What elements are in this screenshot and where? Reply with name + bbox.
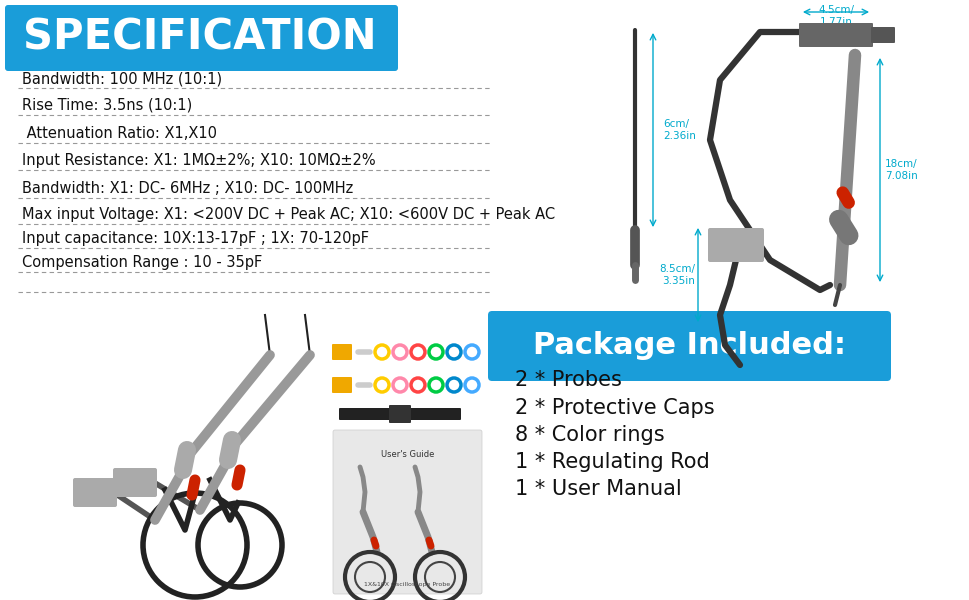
Text: 6cm/
2.36in: 6cm/ 2.36in: [663, 119, 695, 141]
Text: Package Included:: Package Included:: [532, 331, 845, 361]
Text: 8 * Color rings: 8 * Color rings: [515, 425, 664, 445]
Text: Input Resistance: X1: 1MΩ±2%; X10: 10MΩ±2%: Input Resistance: X1: 1MΩ±2%; X10: 10MΩ±…: [22, 153, 375, 168]
FancyBboxPatch shape: [389, 405, 411, 423]
FancyBboxPatch shape: [73, 478, 117, 507]
Text: Bandwidth: X1: DC- 6MHz ; X10: DC- 100MHz: Bandwidth: X1: DC- 6MHz ; X10: DC- 100MH…: [22, 181, 353, 196]
Text: 1 * Regulating Rod: 1 * Regulating Rod: [515, 452, 709, 472]
FancyBboxPatch shape: [331, 344, 352, 360]
Text: Attenuation Ratio: X1,X10: Attenuation Ratio: X1,X10: [22, 126, 217, 141]
FancyBboxPatch shape: [707, 228, 764, 262]
FancyBboxPatch shape: [798, 23, 872, 47]
Text: Bandwidth: 100 MHz (10:1): Bandwidth: 100 MHz (10:1): [22, 71, 222, 86]
FancyBboxPatch shape: [112, 468, 157, 497]
Text: SPECIFICATION: SPECIFICATION: [23, 17, 376, 59]
Text: 1X&10X Oscilloscope Probe: 1X&10X Oscilloscope Probe: [364, 582, 450, 587]
FancyBboxPatch shape: [5, 5, 397, 71]
Text: Input capacitance: 10X:13-17pF ; 1X: 70-120pF: Input capacitance: 10X:13-17pF ; 1X: 70-…: [22, 231, 368, 246]
FancyBboxPatch shape: [870, 27, 894, 43]
FancyBboxPatch shape: [487, 311, 891, 381]
Text: 4.5cm/
1.77in: 4.5cm/ 1.77in: [817, 5, 853, 26]
Text: Max input Voltage: X1: <200V DC + Peak AC; X10: <600V DC + Peak AC: Max input Voltage: X1: <200V DC + Peak A…: [22, 207, 554, 222]
Text: Compensation Range : 10 - 35pF: Compensation Range : 10 - 35pF: [22, 255, 262, 270]
Text: 18cm/
7.08in: 18cm/ 7.08in: [884, 159, 917, 181]
Text: 2 * Probes: 2 * Probes: [515, 370, 621, 390]
FancyBboxPatch shape: [331, 377, 352, 393]
Text: 2 * Protective Caps: 2 * Protective Caps: [515, 398, 714, 418]
Text: Rise Time: 3.5ns (10:1): Rise Time: 3.5ns (10:1): [22, 98, 192, 113]
Text: User's Guide: User's Guide: [381, 450, 434, 459]
Text: 8.5cm/
3.35in: 8.5cm/ 3.35in: [658, 264, 694, 286]
FancyBboxPatch shape: [332, 430, 482, 594]
Text: 1 * User Manual: 1 * User Manual: [515, 479, 681, 499]
FancyBboxPatch shape: [338, 408, 460, 420]
